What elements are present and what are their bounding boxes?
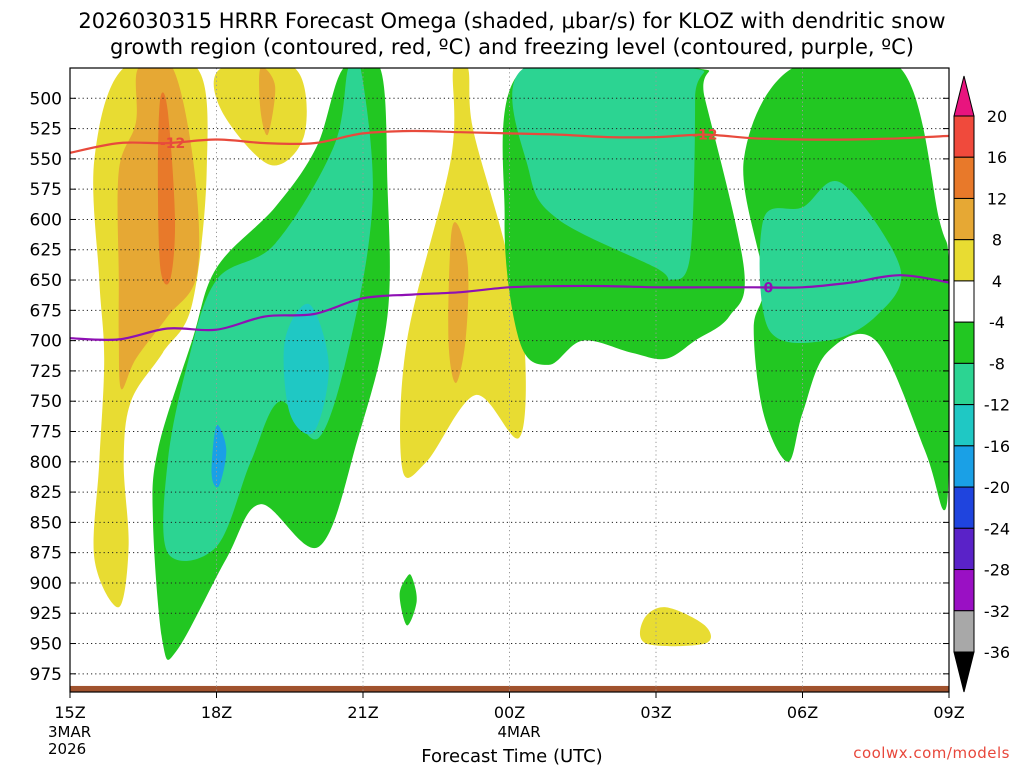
x-tick-sublabel: 2026 [48,740,86,758]
omega-region-up-4 [213,68,307,166]
omega-region-up-7 [448,222,469,383]
colorbar-bottom-arrow [953,651,975,693]
chart-title: 2026030315 HRRR Forecast Omega (shaded, … [0,8,1024,60]
colorbar-label: -20 [984,478,1010,497]
omega-region-down-12 [211,424,227,488]
colorbar-bin [953,486,975,529]
y-tick-label: 500 [30,89,62,109]
colorbar-label: -12 [984,396,1010,415]
colorbar-top-arrow [953,75,975,117]
y-tick-label: 900 [30,574,62,594]
colorbar-label: 12 [987,189,1007,208]
contour-label: -12 [692,128,717,144]
chart-title-line2: growth region (contoured, red, ºC) and f… [110,35,914,59]
contour-label: 0 [763,280,773,296]
omega-region-up-5 [259,68,276,136]
x-tick-sublabel: 4MAR [498,723,541,741]
omega-region-up-2 [157,92,176,285]
terrain [70,685,949,692]
y-tick-label: 625 [30,241,62,261]
colorbar-bin [953,115,975,158]
colorbar-label: 20 [987,107,1007,126]
omega-region-down-11 [283,303,329,435]
colorbar-bin [953,280,975,323]
x-tick-label: 21Z [347,703,378,722]
colorbar: 20 16 12 8 4 -4 -8 -12 -16 -20 -24 -28 -32 -36 [953,75,1010,693]
colorbar-label: -16 [984,437,1010,456]
colorbar-bin [953,197,975,241]
contour-dgz [70,129,949,154]
y-axis: 500 525 550 575 600 625 650 675 700 725 750 775 800 8… [30,89,949,685]
y-tick-label: 800 [30,453,62,473]
omega-region-up-3 [115,483,124,551]
colorbar-bin [953,527,975,571]
colorbar-bin [953,321,975,364]
omega-region-down-17 [759,180,902,344]
colorbar-bin [953,610,975,653]
colorbar-label: -8 [989,354,1005,373]
colorbar-bin [953,156,975,199]
x-tick-label: 06Z [787,703,818,722]
y-tick-label: 600 [30,210,62,230]
colorbar-label: -4 [989,313,1005,332]
credit-text: coolwx.com/models [853,744,1010,762]
x-axis-title: Forecast Time (UTC) [421,746,603,767]
y-tick-label: 950 [30,635,62,655]
y-tick-label: 825 [30,483,62,503]
contour-freezing-level [70,274,949,342]
colorbar-bin [953,569,975,612]
y-tick-label: 675 [30,301,62,321]
colorbar-bin [953,404,975,447]
colorbar-label: -24 [984,519,1010,538]
colorbar-bin [953,445,975,488]
y-tick-label: 525 [30,120,62,140]
colorbar-label: -28 [984,561,1010,580]
x-tick-label: 03Z [640,703,671,722]
y-tick-label: 650 [30,271,62,291]
y-tick-label: 850 [30,513,62,533]
x-tick-label: 09Z [933,703,964,722]
chart-title-line1: 2026030315 HRRR Forecast Omega (shaded, … [78,9,946,33]
colorbar-label: 4 [992,272,1002,291]
omega-shading [93,68,949,660]
colorbar-bin [953,239,975,282]
x-tick-sublabel: 3MAR [48,723,91,741]
y-tick-label: 750 [30,392,62,412]
y-tick-label: 875 [30,544,62,564]
colorbar-label: -36 [984,643,1010,662]
x-tick-label: 18Z [201,703,232,722]
omega-region-up-8 [639,607,711,647]
x-tick-label: 15Z [54,703,85,722]
y-tick-label: 975 [30,665,62,685]
y-tick-label: 700 [30,332,62,352]
contours: -12 -12 0 [70,128,949,342]
colorbar-label: -32 [984,602,1010,621]
omega-region-down-15 [512,68,705,281]
colorbar-label: 16 [987,148,1007,167]
contour-label: -12 [160,136,185,152]
terrain-ground [70,685,949,692]
colorbar-bin [953,362,975,406]
y-tick-label: 925 [30,604,62,624]
omega-region-up-1 [117,68,200,390]
y-tick-label: 775 [30,422,62,442]
y-tick-label: 550 [30,150,62,170]
x-tick-label: 00Z [494,703,525,722]
y-tick-label: 725 [30,362,62,382]
y-tick-label: 575 [30,180,62,200]
colorbar-label: 8 [992,231,1002,250]
grid [70,68,949,692]
omega-region-down-13 [399,574,417,626]
